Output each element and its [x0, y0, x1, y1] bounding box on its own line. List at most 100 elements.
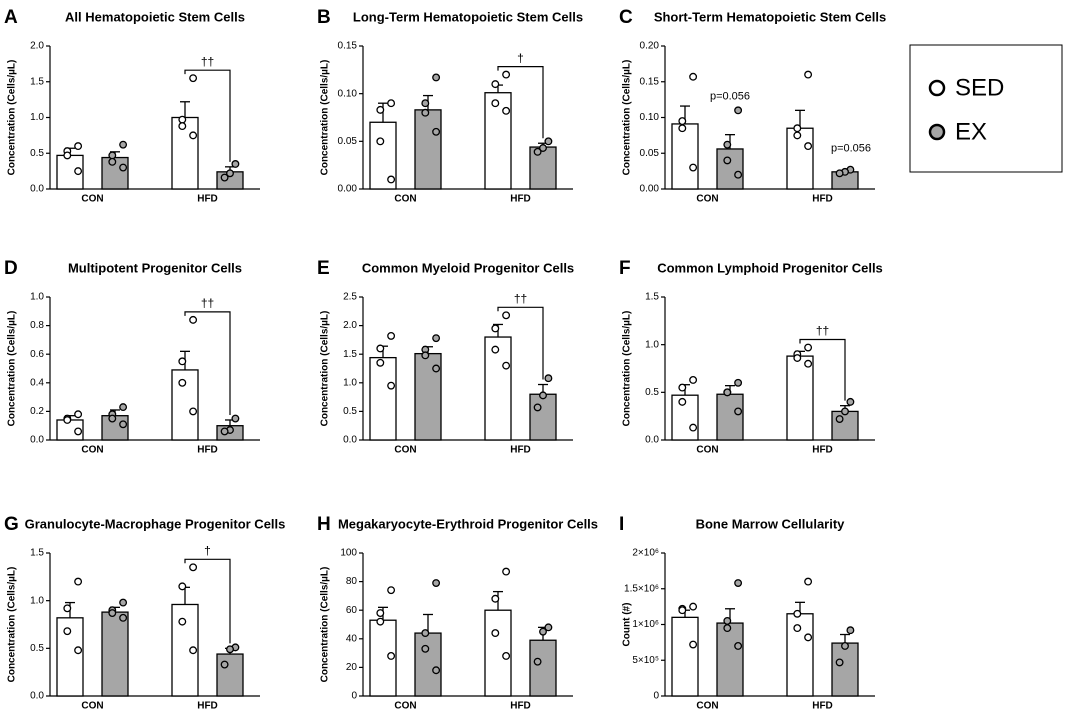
y-tick-label: 1.5	[343, 349, 357, 360]
y-axis-label: Concentration (Cells/µL)	[320, 60, 331, 176]
x-tick-label: HFD	[197, 701, 218, 712]
data-point	[376, 344, 385, 353]
data-point	[734, 579, 743, 587]
data-point	[544, 137, 553, 146]
data-point	[502, 311, 511, 320]
data-point	[421, 629, 430, 638]
data-point	[74, 427, 83, 436]
data-point	[734, 170, 743, 179]
y-tick-label: 0.0	[343, 435, 357, 446]
y-tick-label: 0.15	[640, 76, 660, 87]
data-point	[119, 420, 128, 429]
data-point	[723, 624, 732, 633]
y-tick-label: 0.00	[338, 184, 358, 195]
y-tick-label: 1.0	[343, 377, 357, 388]
x-tick-label: HFD	[510, 445, 531, 456]
x-tick-label: CON	[394, 701, 416, 712]
data-point	[533, 147, 542, 156]
data-point	[63, 416, 72, 424]
bar	[529, 639, 557, 697]
y-tick-label: 0.10	[338, 88, 358, 99]
data-point	[178, 582, 187, 591]
chart-title: Bone Marrow Cellularity	[696, 516, 846, 531]
x-tick-label: CON	[696, 701, 718, 712]
data-point	[119, 403, 128, 412]
data-point	[226, 645, 234, 654]
data-point	[108, 414, 117, 423]
x-tick-label: CON	[81, 701, 103, 712]
y-tick-label: 1.5	[30, 548, 44, 559]
bar	[786, 127, 814, 190]
y-tick-label: 2.5	[343, 292, 357, 303]
significance-label: †	[204, 543, 211, 557]
legend-label: SED	[955, 74, 1004, 101]
data-point	[189, 74, 198, 83]
data-point	[421, 99, 430, 108]
data-point	[376, 609, 385, 618]
bar	[671, 123, 699, 190]
significance-label: †	[517, 51, 524, 65]
y-tick-label: 0.0	[645, 435, 659, 446]
data-point	[491, 594, 500, 603]
data-point	[734, 378, 743, 387]
data-point	[376, 137, 385, 146]
data-point	[835, 658, 844, 667]
bar	[716, 393, 744, 441]
data-point	[723, 388, 732, 397]
data-point	[108, 609, 117, 618]
data-point	[539, 391, 547, 400]
data-point	[74, 167, 83, 176]
data-point	[793, 609, 802, 618]
data-point	[421, 351, 430, 360]
y-axis-label: Concentration (Cells/µL)	[7, 311, 18, 427]
data-point	[226, 169, 234, 178]
x-tick-label: HFD	[510, 194, 531, 205]
data-point	[678, 117, 687, 126]
x-tick-label: CON	[394, 194, 416, 205]
y-tick-label: 1.5	[645, 292, 659, 303]
data-point	[387, 586, 396, 595]
x-tick-label: CON	[81, 194, 103, 205]
bar	[414, 109, 442, 190]
x-tick-label: HFD	[812, 194, 833, 205]
data-point	[432, 364, 441, 373]
chart-title: Common Myeloid Progenitor Cells	[362, 260, 574, 275]
data-point	[63, 151, 72, 160]
y-tick-label: 0.15	[338, 41, 358, 52]
data-point	[804, 633, 813, 642]
data-point	[74, 646, 83, 655]
panel-letter: A	[4, 7, 18, 28]
x-tick-label: CON	[81, 445, 103, 456]
significance-label: ††	[816, 324, 829, 338]
annotation: p=0.056	[831, 142, 871, 154]
data-point	[189, 563, 198, 572]
y-tick-label: 0.6	[30, 349, 44, 360]
y-tick-label: 0.20	[640, 41, 660, 52]
data-point	[189, 646, 198, 655]
data-point	[63, 627, 72, 636]
bar	[786, 355, 814, 441]
data-point	[178, 115, 187, 124]
data-point	[220, 660, 229, 669]
data-point	[793, 624, 802, 633]
y-axis-label: Count (#)	[622, 603, 633, 647]
data-point	[220, 427, 229, 436]
data-point	[678, 124, 687, 133]
y-tick-label: 5×10⁵	[632, 655, 659, 666]
significance-label: ††	[201, 54, 214, 68]
data-point	[689, 640, 698, 649]
data-point	[835, 415, 844, 423]
y-tick-label: 0	[351, 691, 357, 702]
data-point	[491, 324, 500, 333]
significance-bracket	[799, 338, 846, 401]
y-axis-label: Concentration (Cells/µL)	[7, 567, 18, 683]
significance-bracket	[184, 558, 231, 644]
y-tick-label: 0.5	[645, 387, 659, 398]
y-tick-label: 0.5	[30, 643, 44, 654]
y-tick-label: 60	[346, 605, 358, 616]
data-point	[432, 579, 441, 587]
bar	[216, 653, 244, 697]
data-point	[119, 163, 128, 172]
y-tick-label: 1.5	[30, 76, 44, 87]
y-axis-label: Concentration (Cells/µL)	[320, 567, 331, 683]
